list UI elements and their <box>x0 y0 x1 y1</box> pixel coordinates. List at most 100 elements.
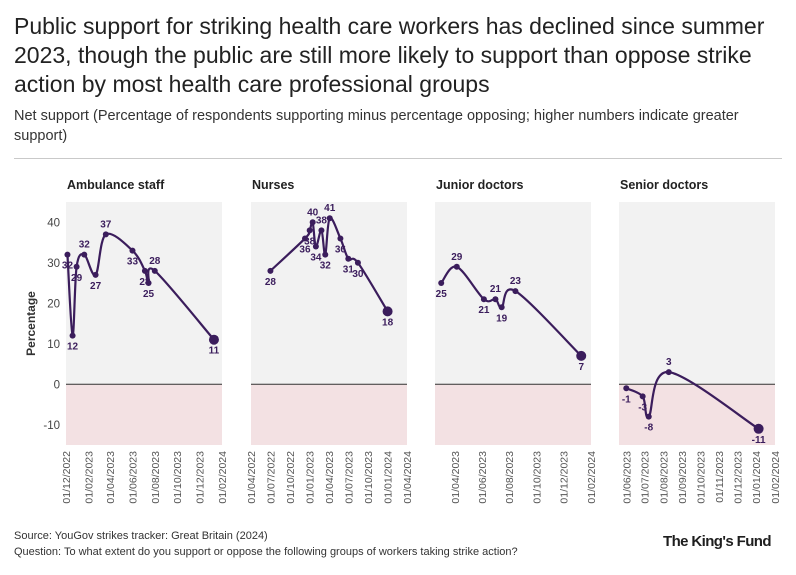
data-label: 21 <box>478 305 490 316</box>
panel-title: Nurses <box>252 178 294 192</box>
data-label: 28 <box>149 256 161 267</box>
x-tick-label: 01/06/2023 <box>621 451 633 504</box>
data-point <box>145 280 152 286</box>
source-note: Source: YouGov strikes tracker: Great Br… <box>14 530 268 542</box>
data-point <box>480 296 487 303</box>
data-point <box>576 350 587 361</box>
x-tick-label: 01/10/2023 <box>531 451 543 504</box>
data-point <box>382 306 393 317</box>
x-tick-label: 01/06/2023 <box>127 451 139 504</box>
data-label: 27 <box>90 281 102 292</box>
data-label: 29 <box>71 273 83 284</box>
panel-title: Senior doctors <box>620 178 708 192</box>
data-point <box>354 259 361 266</box>
data-point <box>141 267 148 274</box>
data-point <box>639 393 646 400</box>
data-label: 33 <box>127 257 139 268</box>
data-point <box>623 385 630 392</box>
data-label: 37 <box>100 219 112 230</box>
panel-background <box>619 202 775 385</box>
chart-subtitle: Net support (Percentage of respondents s… <box>14 108 739 144</box>
data-point <box>267 267 274 274</box>
negative-region <box>619 384 775 445</box>
data-label: 21 <box>490 284 502 295</box>
data-point <box>322 251 329 258</box>
data-point <box>498 304 505 311</box>
x-tick-label: 01/02/2023 <box>84 451 96 504</box>
x-tick-label: 01/02/2024 <box>770 451 782 504</box>
data-point <box>453 263 460 270</box>
x-tick-label: 01/04/2023 <box>450 451 462 504</box>
data-label: 25 <box>143 289 155 300</box>
negative-region <box>66 384 222 445</box>
x-tick-label: 01/01/2024 <box>751 451 763 504</box>
data-point <box>81 251 88 258</box>
x-tick-label: 01/10/2023 <box>172 451 184 504</box>
data-point <box>102 231 109 238</box>
data-label: 30 <box>352 269 364 280</box>
x-tick-label: 01/07/2023 <box>343 451 355 504</box>
panel-title: Junior doctors <box>436 178 524 192</box>
panel-background <box>66 202 222 385</box>
x-tick-label: 01/02/2024 <box>586 451 598 504</box>
y-tick-label: 0 <box>54 379 60 391</box>
data-point <box>151 267 158 274</box>
data-point <box>438 280 445 286</box>
chart-title: Public support for striking health care … <box>14 13 765 97</box>
x-tick-label: 01/07/2023 <box>639 451 651 504</box>
y-tick-label: 20 <box>47 298 60 310</box>
data-point <box>92 271 99 278</box>
data-label: -3 <box>638 402 647 413</box>
panel-background <box>435 202 591 385</box>
data-point <box>208 334 219 345</box>
data-point <box>645 413 652 420</box>
x-tick-label: 01/07/2022 <box>265 451 277 504</box>
x-tick-label: 01/04/2024 <box>402 451 414 504</box>
x-tick-label: 01/04/2023 <box>105 451 117 504</box>
panel-background <box>251 202 407 385</box>
data-label: 11 <box>209 346 220 357</box>
panel-title: Ambulance staff <box>67 178 165 192</box>
negative-region <box>435 384 591 445</box>
data-label: 40 <box>307 207 319 218</box>
data-label: 7 <box>578 362 584 373</box>
data-label: 29 <box>451 252 463 263</box>
question-note: Question: To what extent do you support … <box>14 546 518 558</box>
x-tick-label: 01/08/2023 <box>504 451 516 504</box>
data-label: 32 <box>79 240 91 251</box>
x-tick-label: 01/02/2024 <box>217 451 229 504</box>
data-label: 41 <box>324 203 336 214</box>
x-tick-label: 01/06/2023 <box>477 451 489 504</box>
data-point <box>345 255 352 262</box>
y-tick-label: -10 <box>43 420 60 432</box>
x-tick-label: 01/04/2022 <box>246 451 258 504</box>
data-point <box>73 263 80 270</box>
x-tick-label: 01/04/2023 <box>324 451 336 504</box>
y-tick-label: 30 <box>47 258 60 270</box>
data-point <box>301 235 308 242</box>
x-tick-label: 01/12/2023 <box>194 451 206 504</box>
data-point <box>129 247 136 254</box>
data-point <box>753 423 764 434</box>
data-label: 28 <box>139 277 151 288</box>
data-label: -8 <box>644 423 653 434</box>
x-tick-label: 01/01/2024 <box>383 451 395 504</box>
data-label: -1 <box>622 394 631 405</box>
x-tick-label: 01/12/2022 <box>61 451 73 504</box>
x-tick-label: 01/12/2023 <box>732 451 744 504</box>
data-label: 38 <box>304 236 316 247</box>
data-label: 38 <box>316 215 328 226</box>
data-label: 31 <box>343 265 355 276</box>
data-point <box>665 369 672 376</box>
data-point <box>306 227 313 234</box>
data-point <box>69 332 76 339</box>
data-label: 36 <box>299 244 311 255</box>
data-label: 34 <box>310 253 322 264</box>
data-label: 23 <box>510 276 522 287</box>
data-point <box>318 227 325 234</box>
x-tick-label: 01/08/2023 <box>150 451 162 504</box>
data-label: 3 <box>666 357 672 368</box>
x-tick-label: 01/01/2023 <box>305 451 317 504</box>
data-label: 19 <box>496 313 508 324</box>
data-label: 36 <box>335 244 347 255</box>
